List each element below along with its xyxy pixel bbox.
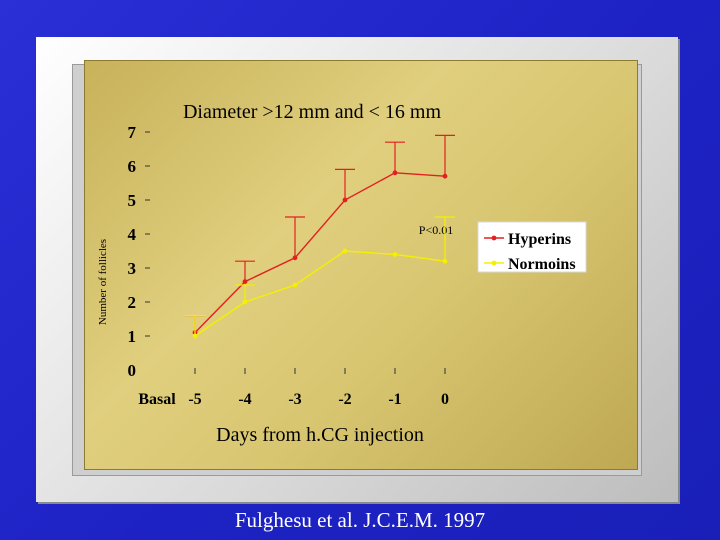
- data-point-normoins-3: [342, 248, 348, 254]
- data-point-normoins-4: [392, 252, 398, 257]
- y-tick-label-4: 4: [128, 225, 137, 244]
- data-point-normoins-1: [242, 299, 248, 305]
- citation: Fulghesu et al. J.C.E.M. 1997: [234, 508, 486, 532]
- x-tick-label-5: -1: [388, 391, 401, 408]
- legend-label-normoins: Normoins: [508, 256, 576, 273]
- legend-label-hyperins: Hyperins: [508, 231, 571, 248]
- data-point-hyperins-3: [342, 197, 348, 203]
- data-point-normoins-2: [292, 282, 298, 288]
- legend-marker-hyperins: [491, 235, 497, 241]
- y-tick-label-3: 3: [128, 259, 137, 278]
- legend-marker-normoins: [491, 260, 497, 266]
- data-point-hyperins-5: [442, 173, 448, 179]
- data-point-hyperins-1: [242, 279, 248, 284]
- y-tick-label-5: 5: [128, 191, 137, 210]
- series-line-normoins: [194, 250, 446, 337]
- data-point-normoins-5: [442, 258, 448, 264]
- x-axis-label: Days from h.CG injection: [216, 424, 424, 446]
- series-normoins: [185, 216, 455, 339]
- y-tick-label-7: 7: [128, 123, 137, 142]
- data-point-normoins-0: [192, 333, 198, 339]
- y-tick-label-6: 6: [128, 157, 137, 176]
- x-tick-label-4: -2: [338, 391, 351, 408]
- chart-title: Diameter >12 mm and < 16 mm: [183, 101, 442, 123]
- y-axis-label: Number of follicles: [97, 239, 109, 325]
- y-tick-label-2: 2: [128, 293, 137, 312]
- x-tick-label-2: -4: [238, 391, 251, 408]
- series-line-hyperins: [194, 172, 446, 334]
- y-tick-label-0: 0: [128, 361, 137, 380]
- data-point-hyperins-2: [292, 255, 298, 261]
- x-tick-label-1: -5: [188, 391, 201, 408]
- y-tick-label-1: 1: [128, 327, 137, 346]
- x-tick-label-6: 0: [441, 391, 449, 408]
- series-hyperins: [185, 134, 455, 335]
- x-tick-label-3: -3: [288, 391, 301, 408]
- data-point-hyperins-4: [392, 170, 398, 176]
- p-value-annotation: P<0.01: [419, 223, 453, 237]
- x-tick-label-0: Basal: [138, 391, 176, 408]
